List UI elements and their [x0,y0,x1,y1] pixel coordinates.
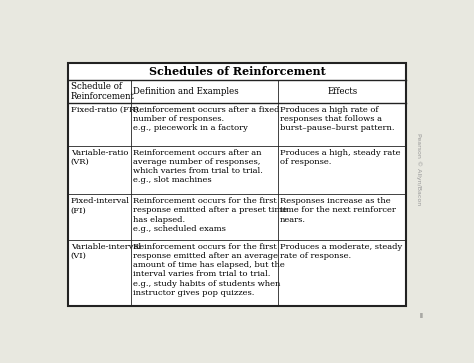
Text: Variable-ratio
(VR): Variable-ratio (VR) [71,149,128,166]
Text: Schedules of Reinforcement: Schedules of Reinforcement [149,66,326,77]
Text: Produces a high rate of
responses that follows a
burst–pause–burst pattern.: Produces a high rate of responses that f… [280,106,395,132]
Text: Reinforcement occurs after an
average number of responses,
which varies from tri: Reinforcement occurs after an average nu… [133,149,263,184]
Text: Produces a moderate, steady
rate of response.: Produces a moderate, steady rate of resp… [280,243,402,260]
Text: Definition and Examples: Definition and Examples [133,87,239,96]
Text: Responses increase as the
time for the next reinforcer
nears.: Responses increase as the time for the n… [280,197,396,224]
Text: Pearson © Allyn/Bacon: Pearson © Allyn/Bacon [416,133,421,205]
Text: Fixed-interval
(FI): Fixed-interval (FI) [71,197,129,215]
Text: Effects: Effects [327,87,357,96]
Text: II: II [419,313,423,319]
Text: Fixed-ratio (FR): Fixed-ratio (FR) [71,106,138,114]
Text: Variable-interval
(VI): Variable-interval (VI) [71,243,141,260]
Text: Schedule of
Reinforcement: Schedule of Reinforcement [71,82,135,101]
Text: Reinforcement occurs for the first
response emitted after a preset time
has elap: Reinforcement occurs for the first respo… [133,197,287,233]
Text: Reinforcement occurs after a fixed
number of responses.
e.g., piecework in a fac: Reinforcement occurs after a fixed numbe… [133,106,280,132]
Text: Produces a high, steady rate
of response.: Produces a high, steady rate of response… [280,149,401,166]
Bar [68,63,406,306]
Text: Reinforcement occurs for the first
response emitted after an average
amount of t: Reinforcement occurs for the first respo… [133,243,285,297]
